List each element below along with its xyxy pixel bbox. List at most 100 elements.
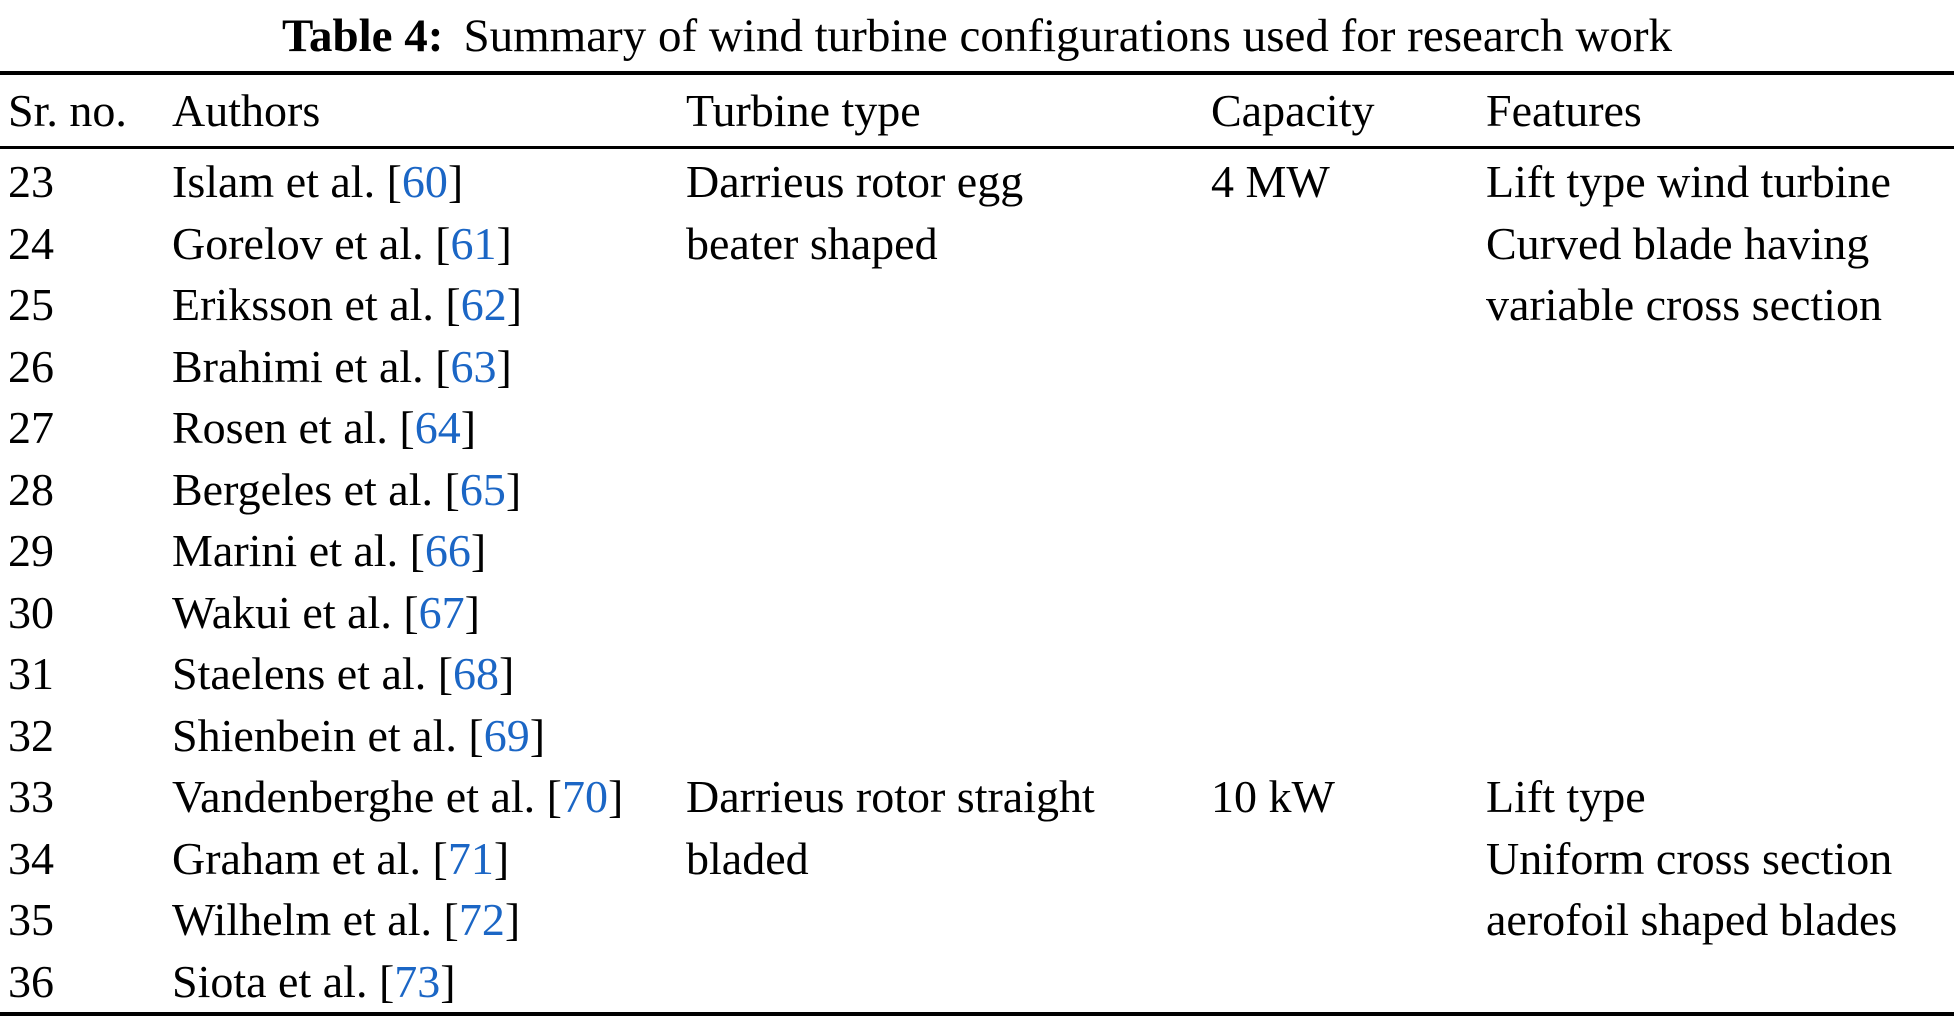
author-cell: Siota et al. [73]: [172, 951, 686, 1013]
table-caption-label: Table 4:: [281, 10, 444, 62]
citation-open-bracket: [: [445, 279, 461, 330]
sr-no-cell: 23: [8, 156, 54, 207]
turbine-type-cell-line: Darrieus rotor straight: [686, 771, 1095, 822]
citation-close-bracket: ]: [470, 525, 487, 576]
citation-open-bracket: [: [437, 648, 454, 699]
turbine-type-cell-line: beater shaped: [686, 217, 938, 269]
citation-open-bracket: [: [432, 832, 448, 884]
author-cell: Rosen et al. [64]: [172, 397, 686, 459]
author-cell: Eriksson et al. [62]: [172, 274, 686, 336]
features-cell-line: Lift type wind turbine: [1486, 156, 1891, 207]
author-name: Shienbein et al.: [172, 709, 469, 761]
citation-close-bracket: ]: [499, 648, 515, 699]
citation-open-bracket: [: [409, 525, 425, 576]
author-name: Staelens et al.: [172, 648, 438, 699]
row-group-2: 33 34 35 36 Vandenberghe et al. [70] Graham e…: [8, 766, 1954, 1012]
author-name: Bergeles et al.: [172, 463, 445, 515]
citation-close-bracket: ]: [447, 156, 464, 207]
capacity-cell: 4 MW: [1211, 156, 1330, 207]
author-cell: Gorelov et al. [61]: [172, 213, 686, 275]
citation-open-bracket: [: [435, 217, 451, 269]
sr-no-cell: 27: [8, 402, 54, 453]
features-column: Lift type Uniform cross section aerofoil s…: [1486, 766, 1954, 1012]
citation-close-bracket: ]: [506, 279, 523, 330]
row-group-1: 23 24 25 26 27 28 29 30 31 32 Islam et al. [60] Gor…: [8, 151, 1954, 766]
sr-no-cell: 25: [8, 279, 54, 330]
citation-open-bracket: [: [403, 586, 419, 638]
column-header-sr-no: Sr. no.: [8, 85, 127, 136]
capacity-cell: 10 kW: [1211, 771, 1335, 822]
citation-link[interactable]: 67: [418, 586, 465, 638]
citation-link[interactable]: 68: [453, 648, 500, 699]
author-name: Eriksson et al.: [172, 279, 446, 330]
authors-column: Islam et al. [60] Gorelov et al. [61] Erik…: [172, 151, 686, 766]
citation-open-bracket: [: [546, 771, 562, 822]
citation-open-bracket: [: [386, 156, 402, 207]
author-cell: Graham et al. [71]: [172, 828, 686, 890]
citation-close-bracket: ]: [496, 340, 512, 392]
citation-link[interactable]: 70: [562, 771, 608, 822]
author-cell: Staelens et al. [68]: [172, 643, 686, 705]
sr-no-cell: 26: [8, 340, 54, 392]
features-cell-line: Uniform cross section: [1486, 832, 1893, 884]
citation-open-bracket: [: [468, 709, 484, 761]
citation-close-bracket: ]: [493, 832, 510, 884]
citation-link[interactable]: 62: [460, 279, 507, 330]
citation-close-bracket: ]: [505, 463, 522, 515]
sr-no-cell: 33: [8, 771, 54, 822]
citation-link[interactable]: 69: [483, 709, 530, 761]
sr-no-cell: 31: [8, 648, 54, 699]
sr-no-cell: 29: [8, 525, 54, 576]
sr-no-column: 33 34 35 36: [8, 766, 172, 1012]
table-top-rule: [0, 71, 1954, 75]
author-name: Siota et al.: [172, 955, 379, 1007]
citation-link[interactable]: 63: [450, 340, 497, 392]
features-cell-line: Curved blade having: [1486, 217, 1870, 269]
turbine-type-column: Darrieus rotor egg beater shaped: [686, 151, 1211, 766]
citation-link[interactable]: 61: [450, 217, 497, 269]
author-cell: Marini et al. [66]: [172, 520, 686, 582]
features-column: Lift type wind turbine Curved blade havin…: [1486, 151, 1954, 766]
features-cell-line: Lift type: [1486, 771, 1646, 822]
author-cell: Vandenberghe et al. [70]: [172, 766, 686, 828]
citation-close-bracket: ]: [464, 586, 480, 638]
column-header-authors: Authors: [172, 85, 321, 136]
author-cell: Brahimi et al. [63]: [172, 336, 686, 398]
citation-link[interactable]: 60: [401, 156, 448, 207]
table-header-rule: [0, 146, 1954, 149]
citation-close-bracket: ]: [440, 955, 456, 1007]
sr-no-cell: 28: [8, 463, 54, 515]
citation-open-bracket: [: [435, 340, 451, 392]
sr-no-cell: 30: [8, 586, 54, 638]
citation-link[interactable]: 64: [414, 402, 461, 453]
author-name: Islam et al.: [172, 156, 387, 207]
sr-no-cell: 24: [8, 217, 54, 269]
citation-close-bracket: ]: [504, 894, 521, 945]
author-name: Gorelov et al.: [172, 217, 436, 269]
citation-link[interactable]: 66: [424, 525, 471, 576]
capacity-column: 4 MW: [1211, 151, 1486, 766]
turbine-type-cell-line: Darrieus rotor egg: [686, 156, 1024, 207]
author-name: Vandenberghe et al.: [172, 771, 547, 822]
turbine-type-column: Darrieus rotor straight bladed: [686, 766, 1211, 1012]
table-bottom-rule: [0, 1012, 1954, 1016]
table-caption: Table 4: Summary of wind turbine configur…: [0, 6, 1954, 66]
citation-open-bracket: [: [399, 402, 415, 453]
author-name: Wilhelm et al.: [172, 894, 444, 945]
citation-close-bracket: ]: [496, 217, 512, 269]
sr-no-cell: 36: [8, 955, 54, 1007]
author-name: Rosen et al.: [172, 402, 400, 453]
table-body: 23 24 25 26 27 28 29 30 31 32 Islam et al. [60] Gor…: [8, 151, 1954, 1012]
authors-column: Vandenberghe et al. [70] Graham et al. [7…: [172, 766, 686, 1012]
table-header-row: Sr. no. Authors Turbine type Capacity Fe…: [8, 75, 1954, 146]
citation-link[interactable]: 73: [394, 955, 441, 1007]
citation-link[interactable]: 72: [458, 894, 505, 945]
author-name: Brahimi et al.: [172, 340, 436, 392]
citation-link[interactable]: 65: [459, 463, 506, 515]
column-header-turbine-type: Turbine type: [686, 85, 921, 136]
sr-no-cell: 34: [8, 832, 54, 884]
sr-no-cell: 35: [8, 894, 54, 945]
citation-link[interactable]: 71: [447, 832, 494, 884]
capacity-column: 10 kW: [1211, 766, 1486, 1012]
